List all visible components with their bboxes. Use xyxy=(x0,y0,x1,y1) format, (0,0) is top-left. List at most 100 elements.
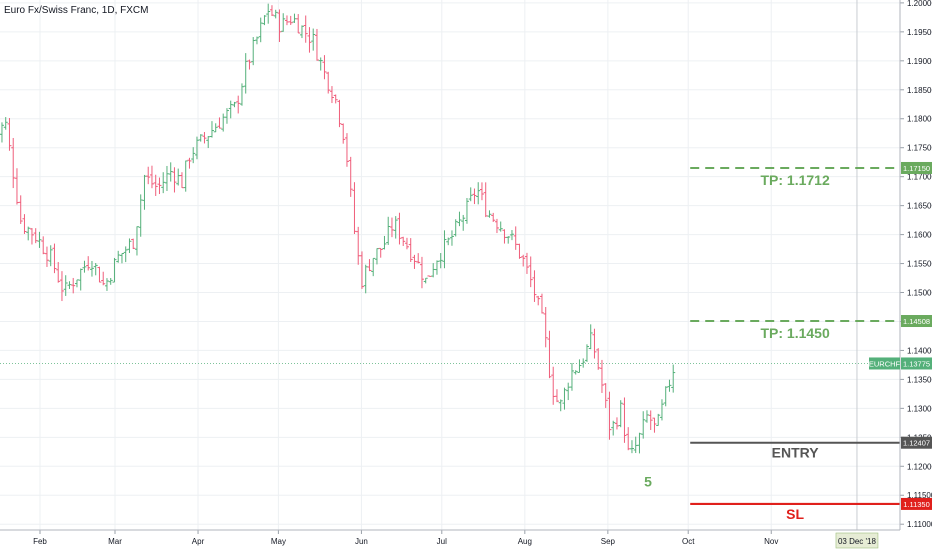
ohlc-bar xyxy=(292,13,297,23)
ohlc-bar xyxy=(461,214,466,231)
x-tick-label: Jun xyxy=(355,537,368,546)
y-tick-label: 1.15500 xyxy=(907,260,932,269)
x-tick-label: Feb xyxy=(33,537,47,546)
price-bars xyxy=(0,3,676,454)
ohlc-bar xyxy=(14,168,19,205)
ohlc-bar xyxy=(307,27,312,53)
ohlc-bar xyxy=(344,133,349,167)
ohlc-bar xyxy=(213,123,218,133)
ohlc-bar xyxy=(22,214,27,234)
ohlc-bar xyxy=(198,134,203,142)
chart-title: Euro Fx/Swiss Franc, 1D, FXCM xyxy=(4,5,148,16)
ohlc-bar xyxy=(281,13,286,32)
ohlc-bar xyxy=(584,344,589,362)
ohlc-bar xyxy=(288,15,293,25)
ohlc-bar xyxy=(318,57,323,71)
ohlc-bar xyxy=(273,9,278,19)
ohlc-bar xyxy=(44,246,49,267)
ohlc-bar xyxy=(554,389,559,403)
ohlc-bar xyxy=(641,411,646,439)
ohlc-bar xyxy=(416,253,421,264)
ohlc-bar xyxy=(599,359,604,393)
ohlc-bar xyxy=(371,257,376,277)
ohlc-bar xyxy=(521,254,526,267)
ohlc-bar xyxy=(401,236,406,247)
y-tick-label: 1.20000 xyxy=(907,0,932,8)
ohlc-bar xyxy=(26,226,31,241)
ohlc-bar xyxy=(656,413,661,426)
y-tick-label: 1.16500 xyxy=(907,202,932,211)
grid xyxy=(0,0,900,530)
level-label: TP: 1.1712 xyxy=(760,172,829,188)
ohlc-bar xyxy=(326,71,331,94)
ohlc-bar xyxy=(209,121,214,138)
ohlc-bar xyxy=(29,228,34,245)
ohlc-bar xyxy=(243,53,248,94)
ohlc-bar xyxy=(71,277,76,294)
ohlc-bar xyxy=(74,279,79,288)
ohlc-bar xyxy=(194,136,199,160)
ohlc-bar xyxy=(438,253,443,269)
y-tick-label: 1.16000 xyxy=(907,231,932,240)
ohlc-bar xyxy=(607,391,612,440)
ohlc-bar xyxy=(577,359,582,373)
ohlc-bar xyxy=(498,221,503,232)
level-label: SL xyxy=(786,506,804,522)
time-axis[interactable]: Feb Mar Apr May Jun Jul Aug Sep Oct Nov 03 Dec '18 xyxy=(0,529,900,549)
ohlc-bar xyxy=(116,250,121,263)
ohlc-bar xyxy=(179,172,184,189)
ohlc-bar xyxy=(221,113,226,132)
ohlc-bar xyxy=(562,387,567,410)
ohlc-bar xyxy=(37,231,42,248)
ohlc-bar xyxy=(543,306,548,348)
ohlc-bar xyxy=(296,14,301,34)
y-tick-label: 1.11000 xyxy=(907,520,932,529)
ohlc-bar xyxy=(101,271,106,286)
ohlc-bar xyxy=(359,251,364,289)
x-tick-label: Jul xyxy=(437,537,447,546)
x-tick-label: Nov xyxy=(764,537,778,546)
ohlc-bar xyxy=(513,226,518,250)
ohlc-bar xyxy=(0,122,4,143)
ohlc-bar xyxy=(142,174,147,210)
ohlc-bar xyxy=(187,157,192,169)
ohlc-bar xyxy=(386,216,391,245)
ohlc-bar xyxy=(303,15,308,43)
ohlc-bar xyxy=(479,182,484,201)
ohlc-bar xyxy=(404,237,409,250)
ohlc-bar xyxy=(524,252,529,274)
ohlc-bar xyxy=(97,266,102,283)
level-price-tag xyxy=(901,315,932,328)
x-tick-label: Apr xyxy=(192,537,205,546)
ohlc-bar xyxy=(506,236,511,244)
ohlc-bar xyxy=(382,235,387,250)
ohlc-bar xyxy=(648,410,653,430)
ohlc-bar xyxy=(412,254,417,269)
ohlc-bar xyxy=(206,136,211,149)
ohlc-bar xyxy=(269,5,274,17)
ohlc-bar xyxy=(168,162,173,182)
ohlc-bar xyxy=(393,216,398,239)
ohlc-bar xyxy=(224,108,229,124)
ohlc-bar xyxy=(528,256,533,288)
ohlc-bar xyxy=(427,275,432,277)
price-axis[interactable]: 1.20000 1.19500 1.19000 1.18500 1.18000 1.175… xyxy=(869,0,932,530)
ohlc-bar xyxy=(3,117,8,130)
ohlc-bar xyxy=(611,420,616,436)
level-label: ENTRY xyxy=(772,445,820,461)
y-tick-label: 1.15000 xyxy=(907,289,932,298)
ohlc-bar xyxy=(652,417,657,433)
ohlc-bar xyxy=(33,228,38,244)
ohlc-bar xyxy=(341,123,346,144)
ohlc-bar xyxy=(509,230,514,241)
ohlc-bar xyxy=(254,36,259,45)
y-tick-label: 1.17500 xyxy=(907,144,932,153)
y-tick-label: 1.19500 xyxy=(907,28,932,37)
ohlc-bar xyxy=(48,245,53,267)
ohlc-bar xyxy=(423,277,428,284)
ohlc-bar xyxy=(352,182,357,235)
ohlc-bar xyxy=(629,440,634,454)
ohlc-bar xyxy=(431,263,436,278)
ohlc-bar xyxy=(419,256,424,289)
